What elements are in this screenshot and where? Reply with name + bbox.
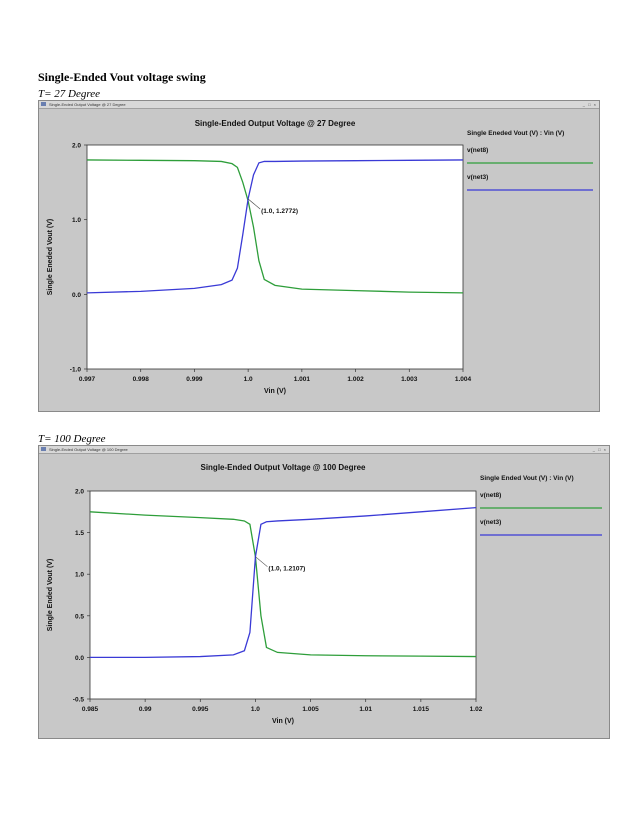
window-app-icon	[41, 447, 46, 451]
chart-window-27: Single-Ended Output Voltage @ 27 Degree …	[38, 100, 600, 412]
y-axis-label: Single Ended Vout (V)	[47, 559, 54, 632]
legend-title: Single Ended Vout (V) : Vin (V)	[480, 475, 574, 482]
x-tick-label: 1.015	[413, 706, 430, 713]
annotation-leader	[255, 556, 268, 567]
y-tick-label: 2.0	[72, 143, 81, 150]
window-title: Single-Ended Output Voltage @ 100 Degree	[49, 447, 128, 452]
x-tick-label: 1.0	[251, 706, 260, 713]
x-axis-label: Vin (V)	[264, 388, 286, 395]
x-tick-label: 0.985	[82, 706, 99, 713]
y-tick-label: 0.0	[72, 292, 81, 299]
annotation-label: (1.0, 1.2772)	[261, 208, 298, 215]
x-tick-label: 1.005	[302, 706, 319, 713]
y-tick-label: 0.0	[75, 655, 84, 662]
legend-entry-label: v(net3)	[480, 519, 501, 526]
window-app-icon	[41, 102, 46, 106]
chart-window-100: Single-Ended Output Voltage @ 100 Degree…	[38, 445, 610, 739]
x-tick-label: 1.003	[401, 376, 418, 383]
x-tick-label: 1.01	[359, 706, 372, 713]
chart-svg-100: Single-Ended Output Voltage @ 100 Degree…	[47, 463, 602, 725]
y-tick-label: 1.0	[75, 572, 84, 579]
annotation-label: (1.0, 1.2107)	[268, 566, 305, 573]
chart-title: Single-Ended Output Voltage @ 100 Degree	[200, 463, 366, 472]
plot-area	[89, 490, 477, 700]
window-controls[interactable]: _ □ ×	[582, 102, 597, 107]
document-heading: Single-Ended Vout voltage swing	[38, 70, 206, 84]
x-tick-label: 1.004	[455, 376, 472, 383]
legend-entry-label: v(net3)	[467, 174, 488, 181]
x-tick-label: 0.99	[139, 706, 152, 713]
x-tick-label: 1.0	[244, 376, 253, 383]
legend-title: Single Eneded Vout (V) : Vin (V)	[467, 130, 564, 137]
chart-svg-27: Single-Ended Output Voltage @ 27 Degree 0…	[47, 119, 593, 395]
x-axis-label: Vin (V)	[272, 718, 294, 725]
annotation-leader	[247, 198, 261, 210]
x-tick-label: 0.998	[133, 376, 150, 383]
x-tick-label: 0.997	[79, 376, 96, 383]
chart-label-100: T= 100 Degree	[38, 433, 106, 445]
y-tick-label: 1.0	[72, 217, 81, 224]
y-axis-label: Single Eneded Vout (V)	[47, 219, 54, 295]
legend-entry-label: v(net8)	[467, 147, 488, 154]
window-controls[interactable]: _ □ ×	[592, 447, 607, 452]
series-line-vnet3	[86, 159, 464, 294]
y-tick-label: 0.5	[75, 613, 84, 620]
series-line-vnet3	[90, 506, 477, 659]
y-tick-label: 1.5	[75, 530, 84, 537]
series-line-vnet8	[89, 511, 477, 658]
plot-area	[86, 144, 464, 370]
x-tick-label: 0.995	[192, 706, 209, 713]
y-tick-label: 2.0	[75, 489, 84, 496]
x-tick-label: 0.999	[186, 376, 203, 383]
y-tick-label: -0.5	[73, 697, 85, 704]
window-titlebar: Single-Ended Output Voltage @ 27 Degree …	[39, 101, 599, 109]
x-tick-label: 1.002	[347, 376, 364, 383]
y-tick-label: -1.0	[70, 367, 82, 374]
window-title: Single-Ended Output Voltage @ 27 Degree	[49, 102, 126, 107]
legend-entry-label: v(net8)	[480, 492, 501, 499]
series-line-vnet8	[86, 159, 464, 294]
window-titlebar: Single-Ended Output Voltage @ 100 Degree…	[39, 446, 609, 454]
chart-title: Single-Ended Output Voltage @ 27 Degree	[195, 119, 356, 128]
x-tick-label: 1.001	[294, 376, 311, 383]
x-tick-label: 1.02	[470, 706, 483, 713]
chart-label-27: T= 27 Degree	[38, 88, 101, 100]
